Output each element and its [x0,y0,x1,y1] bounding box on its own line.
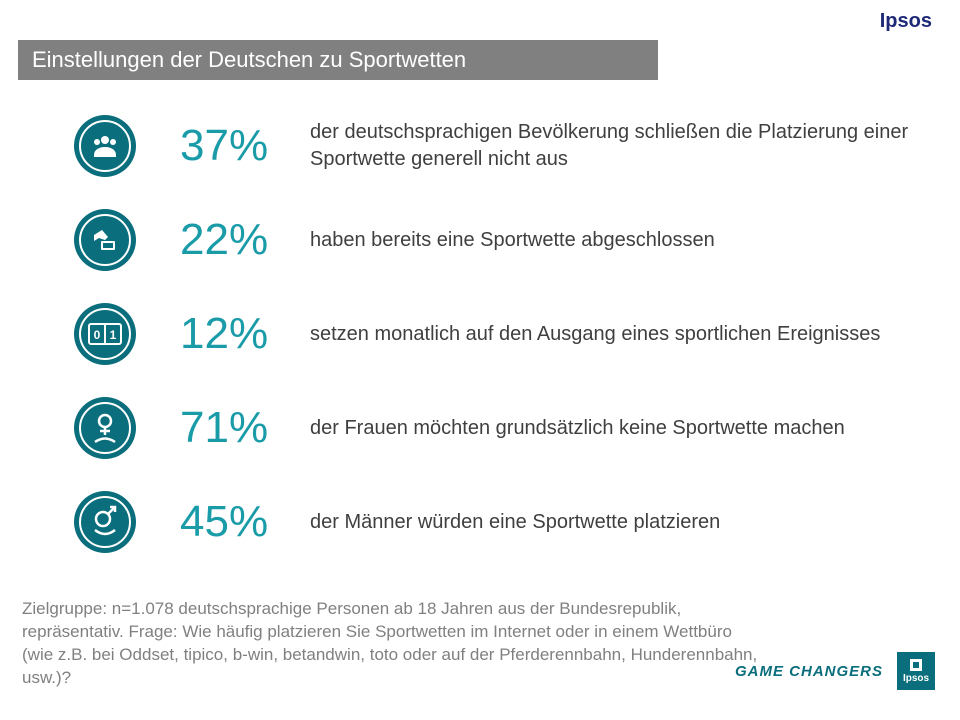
stat-row: 45% der Männer würden eine Sportwette pl… [70,486,910,558]
female-sad-icon [70,393,140,463]
male-happy-icon [70,487,140,557]
brand-logo-small: Ipsos [897,652,935,690]
brand-logo-small-text: Ipsos [903,674,929,684]
stat-percent: 45% [140,500,280,544]
footnote: Zielgruppe: n=1.078 deutschsprachige Per… [22,598,760,690]
stat-percent: 22% [140,218,280,262]
stats-list: 37% der deutschsprachigen Bevölkerung sc… [70,110,910,580]
scoreboard-icon: 0 1 [70,299,140,369]
stat-desc: der deutschsprachigen Bevölkerung schlie… [280,119,910,173]
title-bar: Einstellungen der Deutschen zu Sportwett… [18,40,658,80]
stat-desc: setzen monatlich auf den Ausgang eines s… [280,321,910,348]
footer-brand: GAME CHANGERS Ipsos [735,652,935,690]
tagline: GAME CHANGERS [735,663,883,680]
people-icon [70,111,140,181]
stat-percent: 12% [140,312,280,356]
brand-logo-top: Ipsos [880,10,932,33]
page-title: Einstellungen der Deutschen zu Sportwett… [32,47,466,73]
svg-text:0: 0 [94,328,101,342]
stat-percent: 37% [140,124,280,168]
stat-row: 71% der Frauen möchten grundsätzlich kei… [70,392,910,464]
stat-desc: der Frauen möchten grundsätzlich keine S… [280,415,910,442]
stat-row: 37% der deutschsprachigen Bevölkerung sc… [70,110,910,182]
stat-percent: 71% [140,406,280,450]
stat-row: 22% haben bereits eine Sportwette abgesc… [70,204,910,276]
hand-money-icon [70,205,140,275]
svg-text:1: 1 [110,328,117,342]
stat-desc: haben bereits eine Sportwette abgeschlos… [280,227,910,254]
stat-desc: der Männer würden eine Sportwette platzi… [280,509,910,536]
stat-row: 0 1 12% setzen monatlich auf den Ausgang… [70,298,910,370]
